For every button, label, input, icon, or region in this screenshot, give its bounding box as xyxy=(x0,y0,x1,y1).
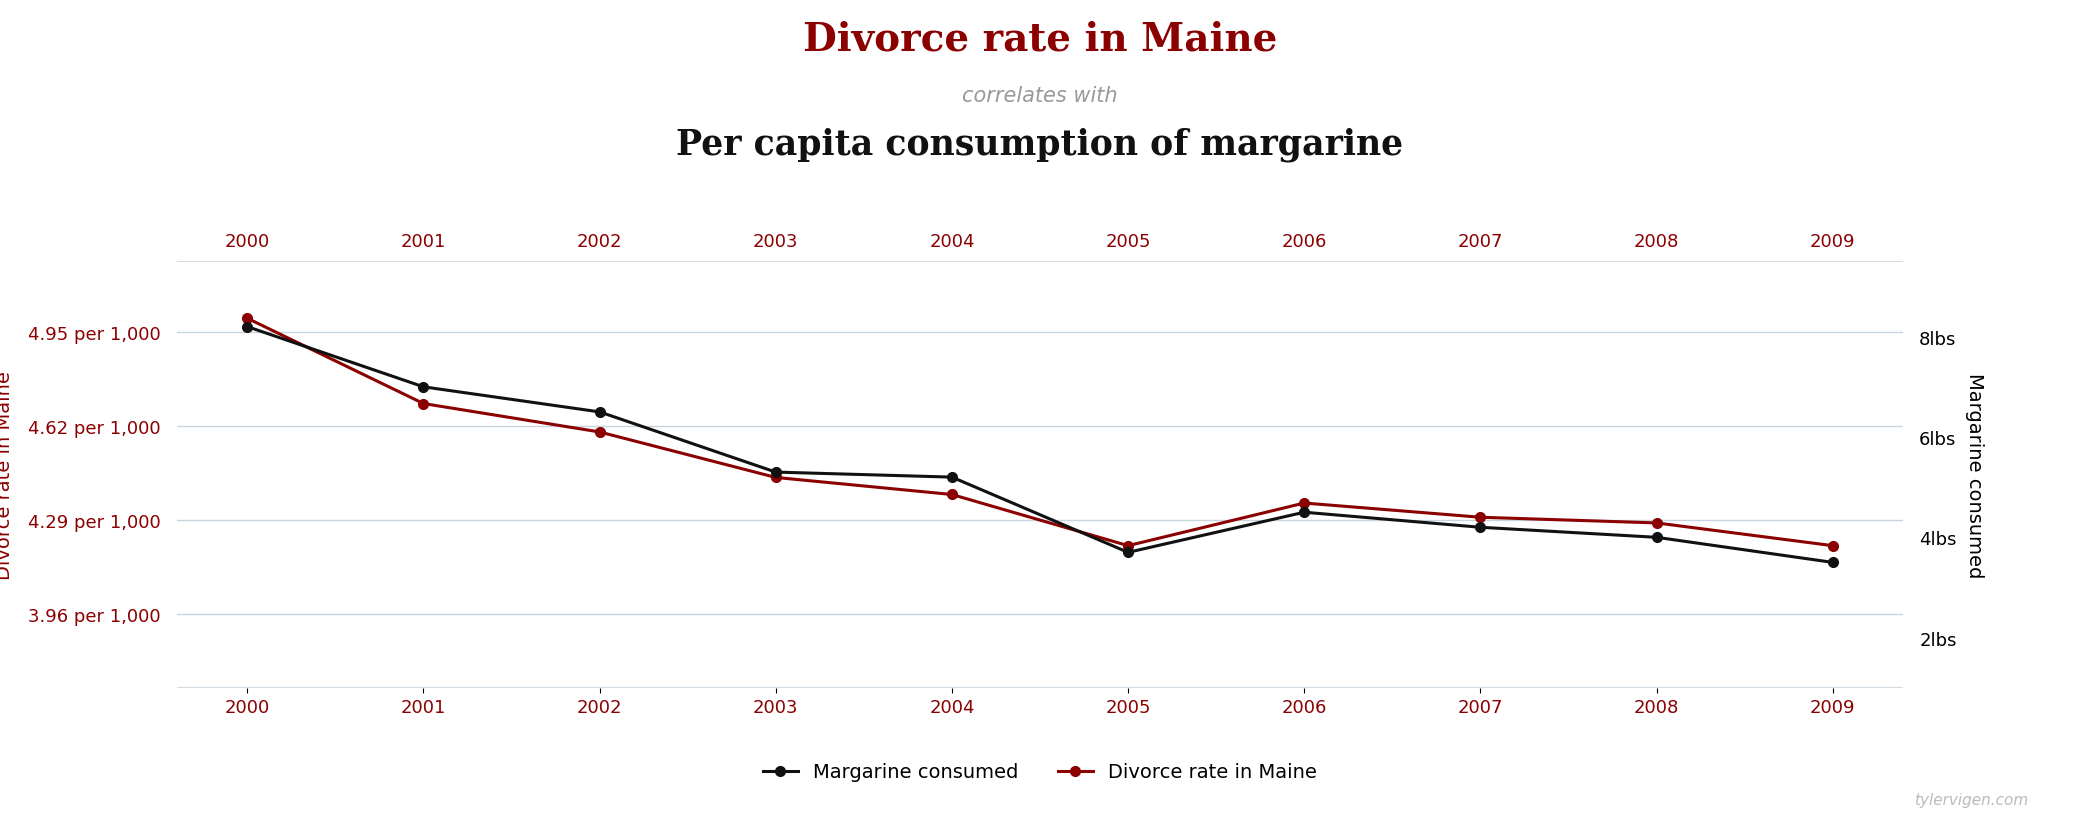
Divorce rate in Maine xyxy=(235,314,260,324)
Margarine consumed xyxy=(1643,532,1668,542)
Line: Divorce rate in Maine: Divorce rate in Maine xyxy=(243,314,1837,551)
Margarine consumed xyxy=(763,468,788,477)
Margarine consumed xyxy=(235,323,260,333)
Margarine consumed xyxy=(587,408,612,418)
Divorce rate in Maine xyxy=(1115,541,1140,551)
Margarine consumed xyxy=(1292,508,1317,518)
Divorce rate in Maine xyxy=(587,428,612,437)
Margarine consumed xyxy=(940,473,965,482)
Divorce rate in Maine xyxy=(1643,518,1668,528)
Y-axis label: Divorce rate in Maine: Divorce rate in Maine xyxy=(0,371,15,579)
Text: correlates with: correlates with xyxy=(963,86,1117,106)
Divorce rate in Maine xyxy=(1468,513,1493,523)
Text: Divorce rate in Maine: Divorce rate in Maine xyxy=(803,20,1277,58)
Margarine consumed xyxy=(1468,523,1493,532)
Margarine consumed xyxy=(412,382,437,392)
Legend: Margarine consumed, Divorce rate in Maine: Margarine consumed, Divorce rate in Main… xyxy=(755,754,1325,789)
Divorce rate in Maine xyxy=(412,399,437,409)
Text: Per capita consumption of margarine: Per capita consumption of margarine xyxy=(676,127,1404,161)
Margarine consumed xyxy=(1820,558,1845,568)
Y-axis label: Margarine consumed: Margarine consumed xyxy=(1966,373,1984,577)
Margarine consumed xyxy=(1115,548,1140,558)
Divorce rate in Maine xyxy=(1820,541,1845,551)
Divorce rate in Maine xyxy=(1292,499,1317,509)
Line: Margarine consumed: Margarine consumed xyxy=(243,323,1837,568)
Text: tylervigen.com: tylervigen.com xyxy=(1914,792,2028,807)
Divorce rate in Maine xyxy=(763,473,788,482)
Divorce rate in Maine xyxy=(940,490,965,500)
